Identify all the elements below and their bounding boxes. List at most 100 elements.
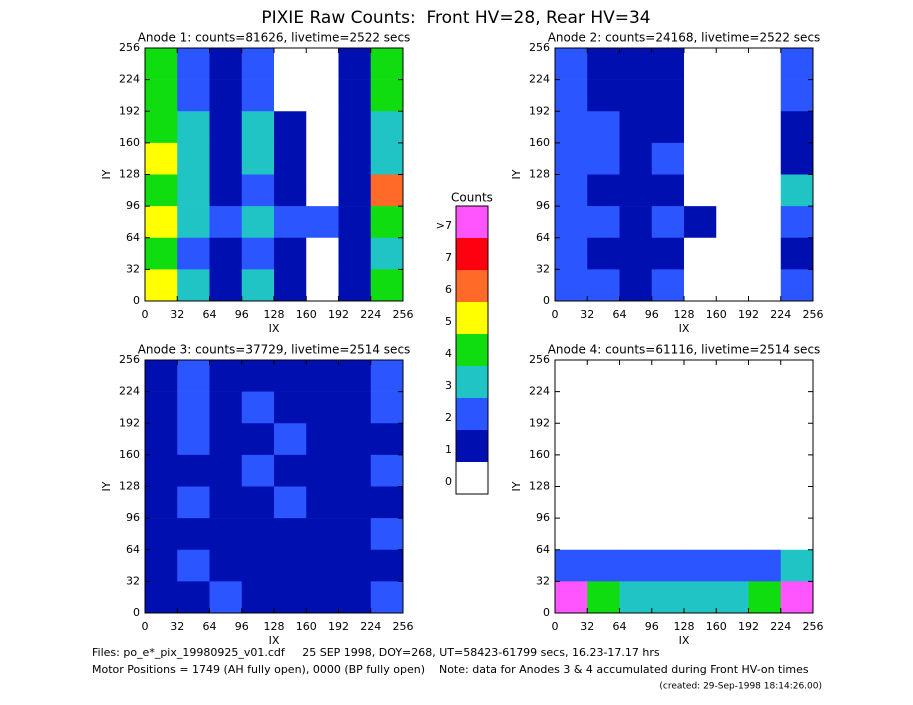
heatmap-cell: [209, 174, 243, 207]
heatmap-cell: [555, 454, 588, 487]
heatmap-cell: [587, 581, 620, 614]
heatmap-cell: [306, 269, 339, 302]
heatmap-cell: [306, 518, 339, 551]
heatmap-cell: [306, 454, 339, 487]
y-tick-label: 96: [536, 199, 550, 212]
heatmap-cell: [338, 174, 372, 207]
heatmap-cell: [274, 48, 307, 80]
heatmap-cell: [338, 269, 372, 302]
heatmap-cell: [241, 79, 275, 112]
heatmap-cell: [338, 581, 372, 614]
x-tick-label: 160: [706, 308, 727, 321]
heatmap-cell: [651, 423, 685, 456]
heatmap-cell: [338, 518, 372, 551]
heatmap-cell: [370, 549, 404, 582]
x-tick-label: 0: [142, 308, 149, 321]
colorbar-label: 2: [445, 411, 452, 424]
y-tick-label: 224: [529, 73, 550, 86]
y-axis-title: IY: [510, 169, 523, 179]
y-tick-label: 96: [126, 199, 140, 212]
footer-note: Motor Positions = 1749 (AH fully open), …: [92, 663, 809, 676]
x-tick-label: 96: [645, 308, 659, 321]
heatmap-cell: [587, 549, 620, 582]
heatmap-cell: [684, 518, 717, 551]
x-tick-label: 192: [738, 308, 759, 321]
heatmap-cell: [780, 518, 814, 551]
heatmap-cell: [555, 142, 588, 175]
panel-title: Anode 3: counts=37729, livetime=2514 sec…: [138, 343, 411, 357]
x-tick-label: 32: [170, 620, 184, 633]
heatmap-cell: [209, 79, 243, 112]
heatmap-cell: [177, 174, 210, 207]
x-tick-label: 128: [264, 308, 285, 321]
heatmap-cell: [651, 142, 685, 175]
x-tick-label: 256: [393, 620, 414, 633]
colorbar-swatch: [456, 238, 488, 270]
heatmap-cell: [145, 391, 178, 424]
heatmap-cell: [555, 581, 588, 614]
heatmap-cell: [555, 360, 588, 392]
heatmap-cell: [748, 79, 782, 112]
x-tick-label: 256: [393, 308, 414, 321]
heatmap-cell: [555, 206, 588, 239]
panel-title: Anode 1: counts=81626, livetime=2522 sec…: [138, 31, 411, 45]
heatmap-cell: [555, 391, 588, 424]
heatmap-cell: [684, 581, 717, 614]
heatmap-cell: [241, 518, 275, 551]
heatmap-cell: [555, 549, 588, 582]
heatmap-cell: [780, 206, 814, 239]
x-tick-label: 64: [613, 308, 627, 321]
heatmap-cell: [619, 486, 653, 519]
heatmap-cell: [306, 237, 339, 270]
x-tick-label: 64: [203, 620, 217, 633]
heatmap-cell: [748, 518, 782, 551]
y-tick-label: 0: [543, 294, 550, 307]
heatmap-cell: [651, 174, 685, 207]
heatmap-cell: [370, 48, 404, 80]
heatmap-cell: [780, 142, 814, 175]
heatmap-cell: [177, 391, 210, 424]
heatmap-cell: [619, 391, 653, 424]
heatmap-cell: [651, 79, 685, 112]
heatmap-cell: [209, 48, 243, 80]
heatmap-cell: [209, 581, 243, 614]
y-tick-label: 128: [529, 480, 550, 493]
heatmap-cell: [274, 174, 307, 207]
heatmap-cell: [748, 48, 782, 80]
colorbar-frame: [455, 205, 489, 495]
heatmap-cell: [241, 206, 275, 239]
heatmap-cell: [651, 48, 685, 80]
heatmap-cell: [370, 237, 404, 270]
heatmap-cell: [370, 111, 404, 144]
footer-files: Files: po_e*_pix_19980925_v01.cdf 25 SEP…: [92, 646, 660, 659]
heatmap-cell: [241, 581, 275, 614]
heatmap-cell: [145, 486, 178, 519]
heatmap-cell: [780, 486, 814, 519]
heatmap-cell: [651, 391, 685, 424]
heatmap-cell: [748, 237, 782, 270]
colorbar-label: 6: [445, 283, 452, 296]
colorbar-swatch: [456, 334, 488, 366]
heatmap-cell: [684, 486, 717, 519]
heatmap-cell: [177, 206, 210, 239]
heatmap-cell: [370, 518, 404, 551]
y-tick-label: 192: [529, 416, 550, 429]
y-tick-label: 0: [133, 294, 140, 307]
colorbar-label: 1: [445, 443, 452, 456]
heatmap-cell: [619, 549, 653, 582]
y-tick-label: 160: [529, 136, 550, 149]
heatmap-cell: [684, 423, 717, 456]
heatmap-cell: [555, 486, 588, 519]
y-tick-label: 128: [529, 168, 550, 181]
y-tick-label: 32: [126, 574, 140, 587]
heatmap-cell: [306, 391, 339, 424]
x-tick-label: 32: [580, 308, 594, 321]
y-tick-label: 256: [119, 41, 140, 54]
heatmap-cell: [177, 48, 210, 80]
heatmap-cell: [145, 237, 178, 270]
heatmap-cell: [338, 454, 372, 487]
x-tick-label: 256: [803, 620, 824, 633]
heatmap-cell: [274, 423, 307, 456]
heatmap-cell: [177, 581, 210, 614]
heatmap-cell: [716, 454, 749, 487]
